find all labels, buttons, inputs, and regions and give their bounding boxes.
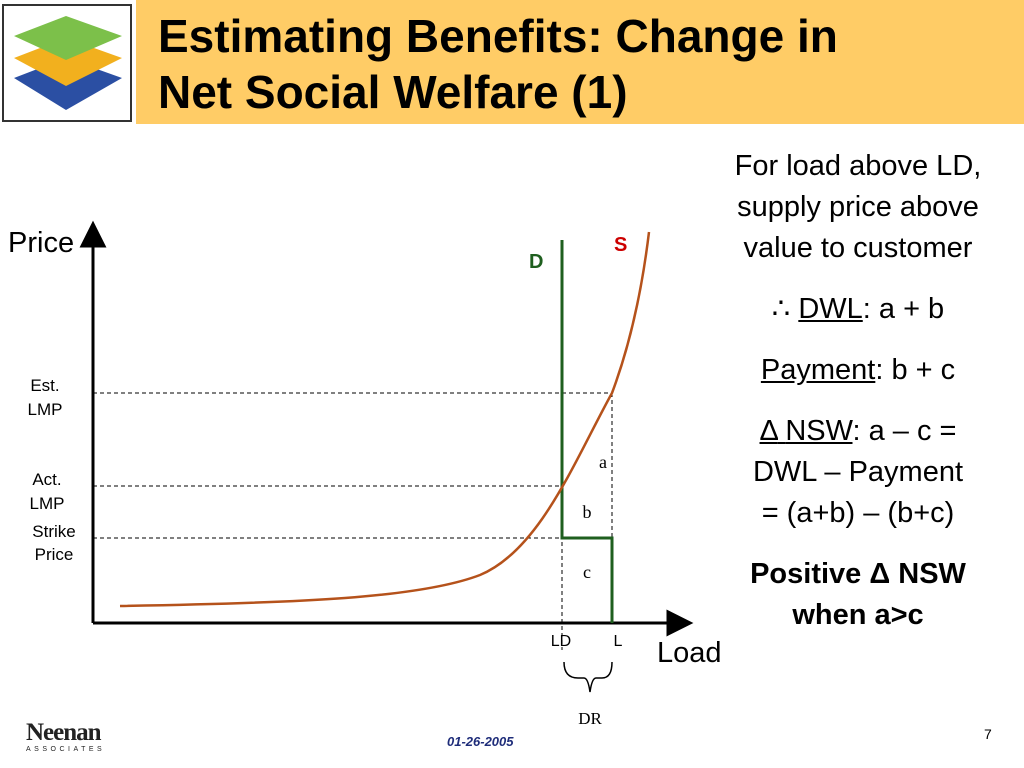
explanation-panel: For load above LD, supply price above va… (722, 146, 994, 656)
footer-logo: Neenan ASSOCIATES (26, 719, 106, 754)
act-lmp-label-2: LMP (30, 494, 65, 513)
act-lmp-label-1: Act. (32, 470, 61, 489)
payment-line: Payment: b + c (722, 350, 994, 391)
title-line-2: Net Social Welfare (1) (158, 66, 628, 118)
dr-brace (563, 661, 613, 693)
dwl-value: : a + b (862, 293, 945, 325)
conclusion-line-1: Positive Δ NSW (750, 558, 966, 590)
payment-value: : b + c (875, 354, 956, 386)
dwl-term: DWL (798, 293, 863, 325)
page-number: 7 (984, 726, 992, 742)
tick-ld: LD (551, 633, 571, 650)
strike-price-label-1: Strike (32, 522, 75, 541)
x-axis-label: Load (657, 637, 722, 669)
y-axis-label: Price (8, 227, 74, 259)
area-b-label: b (583, 502, 592, 522)
stacked-layers-icon (14, 16, 122, 110)
tick-l: L (614, 633, 623, 650)
title-band: Estimating Benefits: Change in Net Socia… (136, 0, 1024, 124)
area-c-label: c (583, 562, 591, 582)
est-lmp-label-2: LMP (28, 400, 63, 419)
guide-lines (93, 392, 613, 650)
nsw-block: Δ NSW: a – c = DWL – Payment = (a+b) – (… (722, 411, 994, 534)
title-line-1: Estimating Benefits: Change in (158, 10, 838, 62)
demand-label: D (529, 251, 543, 273)
est-lmp-label-1: Est. (30, 376, 59, 395)
conclusion-line-2: when a>c (792, 599, 924, 631)
brand-name: Neenan (26, 719, 102, 746)
area-a-label: a (599, 452, 607, 472)
nsw-line-3: = (a+b) – (b+c) (761, 497, 955, 529)
nsw-term-underlined: Δ NSW (760, 415, 853, 447)
dr-label: DR (578, 709, 602, 728)
logo (2, 4, 132, 122)
brand-subtitle: ASSOCIATES (26, 746, 106, 753)
nsw-line-2: DWL – Payment (752, 456, 964, 488)
conclusion: Positive Δ NSW when a>c (722, 554, 994, 636)
footer-date: 01-26-2005 (447, 734, 514, 749)
explanation-intro: For load above LD, supply price above va… (734, 150, 982, 264)
payment-term: Payment (760, 354, 876, 386)
demand-curve (560, 240, 614, 623)
nsw-line-1-rest: : a – c = (852, 415, 957, 447)
therefore-symbol: ∴ (771, 293, 791, 325)
slide-title: Estimating Benefits: Change in Net Socia… (158, 8, 838, 120)
delta-symbol: Δ (759, 415, 778, 447)
supply-curve (119, 231, 651, 608)
nsw-term: NSW (785, 415, 853, 447)
strike-price-label-2: Price (35, 545, 74, 564)
supply-label: S (614, 234, 627, 256)
dwl-line: ∴ DWL: a + b (722, 289, 994, 330)
